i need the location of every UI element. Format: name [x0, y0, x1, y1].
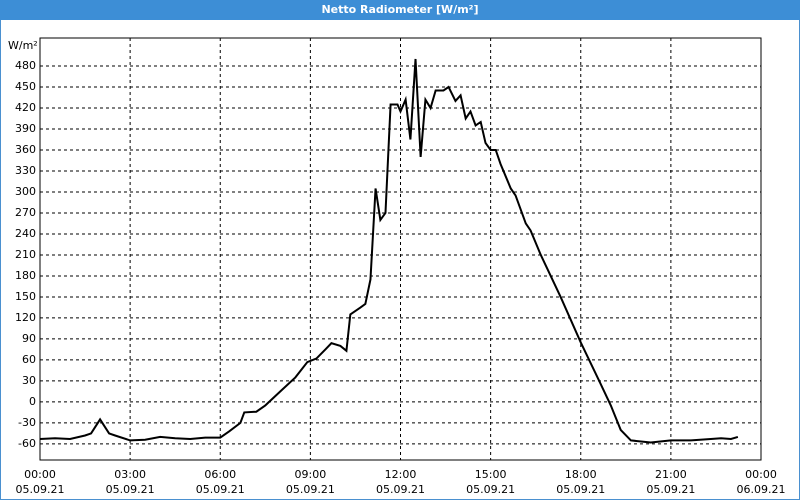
y-tick-label: 390 — [15, 122, 36, 135]
plot-frame — [39, 37, 762, 461]
x-tick-date: 05.09.21 — [376, 483, 425, 496]
y-tick-label: -30 — [18, 416, 36, 429]
x-tick-date: 06.09.21 — [737, 483, 786, 496]
y-tick-label: 0 — [29, 395, 36, 408]
x-tick-date: 05.09.21 — [646, 483, 695, 496]
chart-title: Netto Radiometer [W/m²] — [321, 3, 478, 16]
title-bar — [0, 0, 800, 20]
y-tick-label: 60 — [22, 353, 36, 366]
y-tick-label: 330 — [15, 164, 36, 177]
x-tick-label: 00:00 — [24, 468, 56, 481]
x-tick-label: 09:00 — [295, 468, 327, 481]
x-tick-label: 00:00 — [745, 468, 777, 481]
y-tick-label: 120 — [15, 311, 36, 324]
x-tick-date: 05.09.21 — [196, 483, 245, 496]
y-tick-label: 150 — [15, 290, 36, 303]
x-tick-label: 03:00 — [114, 468, 146, 481]
x-tick-date: 05.09.21 — [286, 483, 335, 496]
y-tick-label: 210 — [15, 248, 36, 261]
x-tick-label: 18:00 — [565, 468, 597, 481]
x-tick-label: 06:00 — [204, 468, 236, 481]
x-tick-date: 05.09.21 — [106, 483, 155, 496]
x-tick-label: 15:00 — [475, 468, 507, 481]
x-tick-date: 05.09.21 — [556, 483, 605, 496]
x-tick-date: 05.09.21 — [466, 483, 515, 496]
x-tick-label: 12:00 — [385, 468, 417, 481]
y-tick-label: 360 — [15, 143, 36, 156]
y-tick-label: 90 — [22, 332, 36, 345]
x-tick-label: 21:00 — [655, 468, 687, 481]
y-tick-label: 270 — [15, 206, 36, 219]
y-tick-label: 450 — [15, 80, 36, 93]
y-axis-label: W/m² — [8, 39, 38, 52]
y-tick-label: 480 — [15, 59, 36, 72]
y-tick-label: 180 — [15, 269, 36, 282]
y-tick-label: 240 — [15, 227, 36, 240]
x-tick-date: 05.09.21 — [16, 483, 65, 496]
y-tick-label: 30 — [22, 374, 36, 387]
y-tick-label: 300 — [15, 185, 36, 198]
y-tick-label: -60 — [18, 437, 36, 450]
y-tick-label: 420 — [15, 101, 36, 114]
data-line — [39, 58, 739, 444]
